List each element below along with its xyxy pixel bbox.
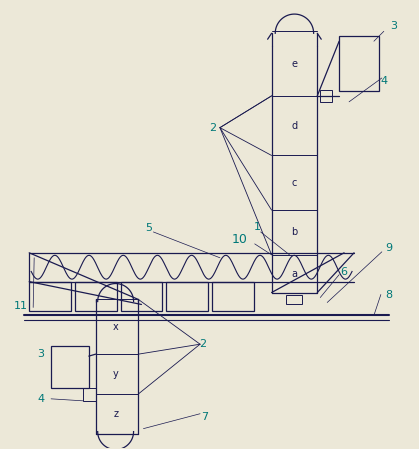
Bar — [83, 388, 96, 401]
Text: c: c — [292, 178, 297, 188]
Bar — [287, 295, 303, 304]
Text: e: e — [292, 58, 297, 69]
Bar — [29, 282, 71, 312]
Text: z: z — [113, 409, 118, 419]
Text: 10: 10 — [232, 233, 248, 247]
Text: 6: 6 — [341, 267, 348, 277]
Bar — [320, 90, 332, 102]
Text: 4: 4 — [38, 394, 45, 404]
Text: 9: 9 — [385, 243, 392, 253]
Text: x: x — [113, 322, 119, 332]
Text: 1: 1 — [254, 222, 261, 232]
Text: d: d — [291, 121, 297, 131]
Bar — [51, 346, 89, 388]
Text: 3: 3 — [390, 21, 397, 31]
Text: 8: 8 — [385, 290, 392, 299]
Bar — [339, 36, 379, 91]
Bar — [121, 282, 162, 312]
Bar — [166, 282, 208, 312]
Text: 5: 5 — [145, 223, 152, 233]
Text: b: b — [291, 228, 297, 238]
Text: y: y — [113, 369, 119, 379]
Text: 11: 11 — [14, 301, 28, 312]
Text: 7: 7 — [202, 412, 209, 422]
Text: a: a — [292, 269, 297, 279]
Text: 2: 2 — [199, 339, 207, 349]
Bar — [212, 282, 254, 312]
Text: 3: 3 — [38, 349, 45, 359]
Text: 2: 2 — [210, 123, 217, 132]
Bar — [75, 282, 116, 312]
Text: 4: 4 — [380, 76, 388, 86]
